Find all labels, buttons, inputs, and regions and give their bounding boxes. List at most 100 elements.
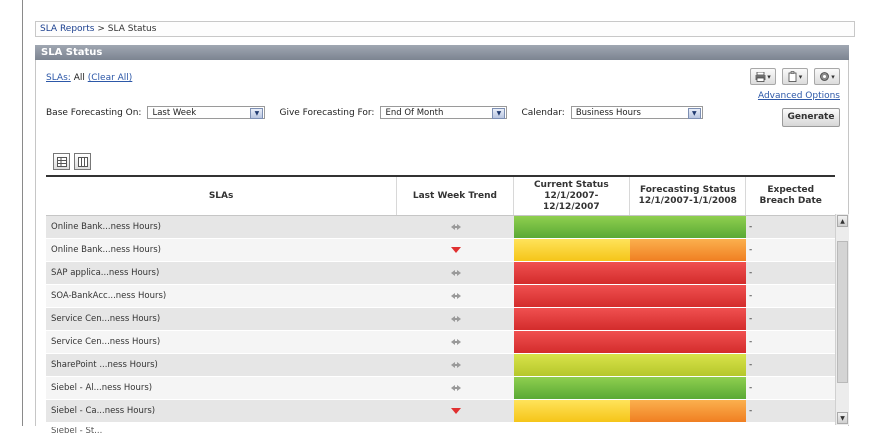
forecast-status-cell[interactable]: [630, 216, 746, 238]
table-row[interactable]: Online Bank...ness Hours) -: [46, 216, 835, 239]
breach-date-cell: -: [746, 331, 835, 353]
calendar-value: Business Hours: [575, 108, 641, 118]
sla-name-cell[interactable]: Online Bank...ness Hours): [46, 239, 398, 261]
forecast-status-cell[interactable]: [630, 285, 746, 307]
sla-name-cell[interactable]: Online Bank...ness Hours): [46, 216, 398, 238]
trend-flat-icon: [451, 339, 461, 345]
forecast-status-cell[interactable]: [630, 331, 746, 353]
sla-name-cell[interactable]: Service Cen...ness Hours): [46, 331, 398, 353]
table-scrollbar[interactable]: ▲ ▼: [835, 214, 849, 425]
breach-date-cell: -: [746, 285, 835, 307]
give-forecasting-label: Give Forecasting For:: [279, 107, 375, 118]
breach-date-cell: -: [746, 239, 835, 261]
left-frame-rule: [22, 0, 23, 426]
export-button[interactable]: ▾: [782, 68, 808, 85]
generate-button[interactable]: Generate: [782, 108, 840, 127]
breadcrumb-root-link[interactable]: SLA Reports: [40, 24, 95, 34]
forecast-status-cell[interactable]: [630, 354, 746, 376]
header-trend[interactable]: Last Week Trend: [397, 177, 514, 215]
breach-date-cell: -: [746, 308, 835, 330]
header-breach-date[interactable]: Expected Breach Date: [759, 185, 822, 206]
trend-cell: [398, 262, 514, 284]
forecast-status-cell[interactable]: [630, 377, 746, 399]
current-status-cell[interactable]: [514, 285, 630, 307]
view-toggles: [53, 153, 91, 170]
table-row[interactable]: Service Cen...ness Hours) -: [46, 331, 835, 354]
sla-name-cell[interactable]: Service Cen...ness Hours): [46, 308, 398, 330]
advanced-options-link[interactable]: Advanced Options: [757, 91, 840, 101]
breach-date-cell: -: [746, 354, 835, 376]
trend-cell: [398, 216, 514, 238]
forecast-status-cell[interactable]: [630, 308, 746, 330]
trend-cell: [398, 285, 514, 307]
table-row[interactable]: Siebel - Al...ness Hours) -: [46, 377, 835, 400]
table-view-icon: [56, 156, 67, 167]
sla-name-cell[interactable]: Siebel - Ca...ness Hours): [46, 400, 398, 422]
current-status-cell[interactable]: [514, 239, 630, 261]
current-status-cell[interactable]: [514, 262, 630, 284]
table-body: Online Bank...ness Hours) - Online Bank...…: [46, 216, 835, 427]
forecast-status-cell[interactable]: [630, 262, 746, 284]
sla-table: SLAs Last Week Trend Current Status 12/1…: [46, 175, 835, 435]
column-view-button[interactable]: [74, 153, 91, 170]
trend-flat-icon: [451, 316, 461, 322]
base-forecasting-select[interactable]: Last Week ▼: [147, 106, 266, 119]
current-status-cell[interactable]: [514, 377, 630, 399]
table-row[interactable]: SharePoint ...ness Hours) -: [46, 354, 835, 377]
calendar-label: Calendar:: [521, 107, 565, 118]
sla-name-cell[interactable]: SAP applica...ness Hours): [46, 262, 398, 284]
current-status-cell[interactable]: [514, 400, 630, 422]
scroll-thumb[interactable]: [837, 241, 848, 383]
breadcrumb-separator: >: [97, 24, 105, 34]
give-forecasting-select[interactable]: End Of Month ▼: [380, 106, 508, 119]
panel-title: SLA Status: [35, 45, 849, 60]
trend-flat-icon: [451, 293, 461, 299]
base-forecasting-label: Base Forecasting On:: [46, 107, 142, 118]
breach-date-cell: -: [746, 216, 835, 238]
clear-all-link[interactable]: (Clear All): [87, 73, 133, 83]
print-button[interactable]: ▾: [750, 68, 776, 85]
chevron-down-icon: ▾: [798, 72, 803, 81]
chevron-down-icon: ▼: [840, 415, 845, 422]
header-current-status[interactable]: Current Status 12/1/2007- 12/12/2007: [514, 177, 631, 215]
trend-flat-icon: [451, 362, 461, 368]
current-status-cell[interactable]: [514, 308, 630, 330]
trend-flat-icon: [451, 270, 461, 276]
settings-button[interactable]: ▾: [814, 68, 840, 85]
sla-name-cell[interactable]: SOA-BankAcc...ness Hours): [46, 285, 398, 307]
table-row[interactable]: Service Cen...ness Hours) -: [46, 308, 835, 331]
trend-cell: [398, 400, 514, 422]
forecast-status-cell[interactable]: [630, 239, 746, 261]
breach-date-cell: -: [746, 400, 835, 422]
table-row[interactable]: Online Bank...ness Hours) -: [46, 239, 835, 262]
table-row[interactable]: SOA-BankAcc...ness Hours) -: [46, 285, 835, 308]
table-header: SLAs Last Week Trend Current Status 12/1…: [46, 175, 835, 216]
calendar-select[interactable]: Business Hours ▼: [570, 106, 703, 119]
forecast-status-cell[interactable]: [630, 400, 746, 422]
trend-cell: [398, 331, 514, 353]
header-slas[interactable]: SLAs: [46, 177, 398, 215]
table-row-partial: Siebel - St...: [51, 427, 103, 435]
current-status-cell[interactable]: [514, 216, 630, 238]
sla-name-cell[interactable]: SharePoint ...ness Hours): [46, 354, 398, 376]
table-row[interactable]: Siebel - Ca...ness Hours) -: [46, 400, 835, 423]
chevron-down-icon: ▼: [492, 108, 506, 119]
printer-icon: [755, 71, 766, 82]
breadcrumb-current: SLA Status: [107, 24, 157, 34]
trend-flat-icon: [451, 224, 461, 230]
header-forecasting-status[interactable]: Forecasting Status 12/1/2007-1/1/2008: [630, 177, 747, 215]
scroll-up-button[interactable]: ▲: [837, 215, 848, 227]
current-status-cell[interactable]: [514, 331, 630, 353]
slas-link[interactable]: SLAs:: [46, 73, 71, 83]
current-status-cell[interactable]: [514, 354, 630, 376]
table-row[interactable]: SAP applica...ness Hours) -: [46, 262, 835, 285]
chevron-down-icon: ▾: [831, 72, 835, 81]
scroll-down-button[interactable]: ▼: [837, 412, 848, 424]
sla-name-cell[interactable]: Siebel - Al...ness Hours): [46, 377, 398, 399]
slas-value: All: [73, 73, 85, 83]
sla-status-panel: SLAs: All (Clear All) ▾ ▾ ▾: [35, 60, 849, 435]
chevron-up-icon: ▲: [840, 218, 845, 225]
top-toolbar: ▾ ▾ ▾: [750, 68, 840, 85]
trend-flat-icon: [451, 385, 461, 391]
table-view-button[interactable]: [53, 153, 70, 170]
